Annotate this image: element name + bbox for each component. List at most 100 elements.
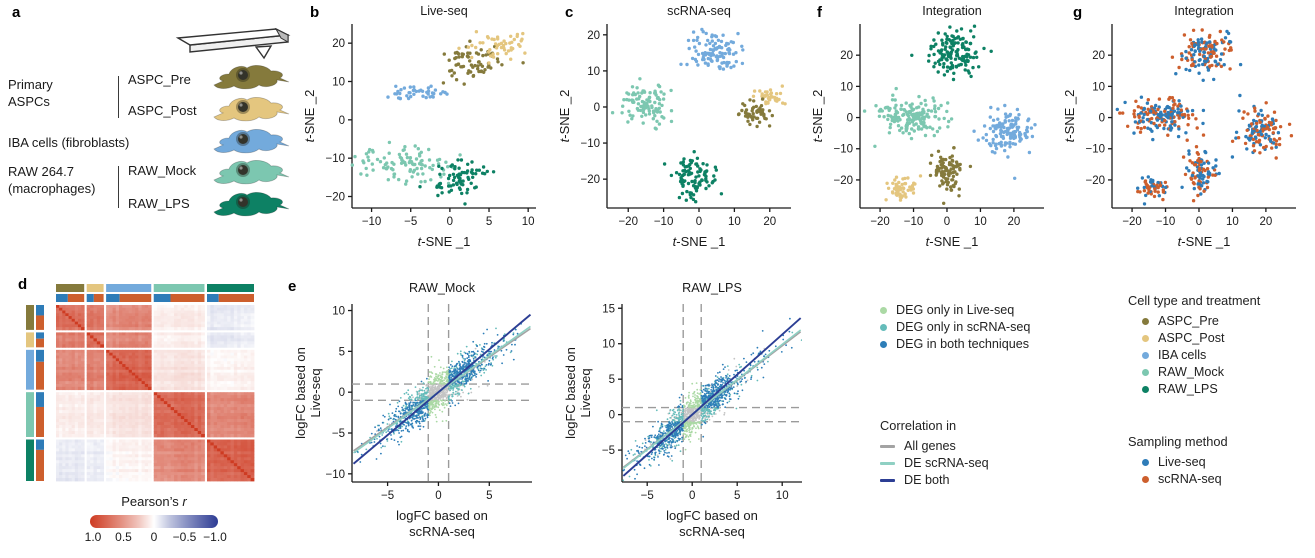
colorbar-tick: −1.0 [203,530,227,544]
member-label-aspc-post: ASPC_Post [128,103,197,118]
svg-text:−20: −20 [325,192,345,204]
deg-both-dot-icon [880,340,887,348]
legend-correlation: Correlation in All genes DE scRNA-seq DE… [880,418,989,490]
panel-label-d: d [18,276,28,293]
de-scrnaseq-line-icon [880,461,895,465]
extraction-probe-icon [175,27,291,60]
panel-label-e: e [288,278,297,295]
svg-text:15: 15 [602,303,615,315]
svg-text:t-SNE _2: t-SNE _2 [302,90,317,143]
svg-text:10: 10 [776,490,789,502]
aspc-post-dot-icon [1142,334,1149,342]
legend-item: DEG only in scRNA-seq [880,320,1030,334]
svg-text:0: 0 [609,410,615,422]
colorbar-gradient [90,515,218,528]
legend-item: IBA cells [1142,348,1260,362]
legend-item: ASPC_Pre [1142,314,1260,328]
svg-text:−10: −10 [325,153,345,165]
svg-text:−20: −20 [1085,175,1105,187]
panel-label-f: f [817,4,822,21]
svg-text:Live-seq: Live-seq [308,368,323,417]
svg-text:5: 5 [609,374,615,386]
panel-label-c: c [565,4,574,21]
svg-text:0: 0 [944,216,950,228]
svg-text:t-SNE _1: t-SNE _1 [673,234,726,249]
svg-text:0: 0 [696,216,702,228]
svg-text:t-SNE _1: t-SNE _1 [418,234,471,249]
svg-text:10: 10 [840,81,853,93]
member-label-aspc-pre: ASPC_Pre [128,72,191,87]
colorbar-tick: −0.5 [172,530,197,544]
svg-text:−10: −10 [1085,144,1105,156]
logfc-plot-raw-lps: RAW_LPS −5 0 5 10 −5 0 5 10 15 logFC based on scRNA… [558,276,830,558]
svg-text:5: 5 [486,216,492,228]
svg-text:logFC based on: logFC based on [666,508,758,523]
legend-item: RAW_Mock [1142,365,1260,379]
svg-text:20: 20 [840,50,853,62]
cell-icon-raw-mock [212,157,290,194]
svg-text:0: 0 [435,490,441,502]
legend-item: ASPC_Post [1142,331,1260,345]
svg-text:5: 5 [486,490,492,502]
svg-text:0: 0 [847,113,853,125]
svg-text:−10: −10 [325,469,345,481]
legend-item: DEG only in Live-seq [880,303,1030,317]
tsne-plot-integration-celltype: Integration −20 −10 0 10 20 −20 −10 0 10 20 t-SNE _… [808,0,1063,270]
svg-text:−20: −20 [833,175,853,187]
cell-icon-iba [212,126,290,163]
group-label-iba-cells: IBA cells (fibroblasts) [8,135,130,150]
svg-text:−5: −5 [404,216,417,228]
bracket-raw [118,166,119,208]
svg-text:Integration: Integration [1174,4,1234,18]
svg-text:0: 0 [1196,216,1202,228]
svg-text:−20: −20 [1122,216,1142,228]
logfc-plot-raw-mock: RAW_Mock −5 0 5 −10 −5 0 5 10 logFC based on scRNA… [288,276,560,558]
svg-text:0: 0 [594,102,600,114]
svg-text:t-SNE _2: t-SNE _2 [557,90,572,143]
svg-text:logFC based on: logFC based on [563,347,578,439]
svg-text:20: 20 [332,38,345,50]
svg-text:10: 10 [1092,81,1105,93]
svg-text:20: 20 [1007,216,1020,228]
group-label-raw: RAW 264.7 (macrophages) [8,164,96,196]
svg-text:−10: −10 [904,216,924,228]
live-seq-dot-icon [1142,458,1149,466]
all-genes-line-icon [880,444,895,448]
svg-text:20: 20 [587,30,600,42]
colorbar-tick: 1.0 [84,530,102,544]
pearson-colorbar: Pearson’s r 1.0 0.5 0 −0.5 −1.0 [64,494,244,544]
legend-item: Live-seq [1142,455,1228,469]
svg-text:−5: −5 [641,490,654,502]
svg-text:5: 5 [734,490,740,502]
svg-text:RAW_Mock: RAW_Mock [409,281,476,295]
svg-text:20: 20 [1092,50,1105,62]
legend-title: Correlation in [880,418,957,433]
svg-text:0: 0 [689,490,695,502]
svg-text:−20: −20 [618,216,638,228]
svg-text:5: 5 [339,346,345,358]
svg-text:10: 10 [728,216,741,228]
member-label-raw-mock: RAW_Mock [128,163,197,178]
svg-text:0: 0 [339,387,345,399]
panel-label-a: a [12,4,21,21]
legend-deg: DEG only in Live-seq DEG only in scRNA-s… [880,300,1030,354]
svg-text:−5: −5 [332,428,345,440]
svg-text:20: 20 [1259,216,1272,228]
svg-text:10: 10 [332,306,345,318]
svg-text:t-SNE _2: t-SNE _2 [810,90,825,143]
legend-sampling: Sampling method Live-seq scRNA-seq [1128,434,1228,489]
raw-lps-dot-icon [1142,385,1149,393]
svg-text:−10: −10 [654,216,674,228]
svg-text:−10: −10 [1156,216,1176,228]
svg-text:0: 0 [447,216,453,228]
svg-text:−10: −10 [580,138,600,150]
legend-item: DE scRNA-seq [880,456,989,470]
de-both-line-icon [880,478,895,482]
svg-text:t-SNE _2: t-SNE _2 [1062,90,1077,143]
svg-text:−10: −10 [833,144,853,156]
svg-text:20: 20 [763,216,776,228]
deg-scrnaseq-dot-icon [880,323,887,331]
legend-item: DE both [880,473,989,487]
svg-text:t-SNE _1: t-SNE _1 [1178,234,1231,249]
